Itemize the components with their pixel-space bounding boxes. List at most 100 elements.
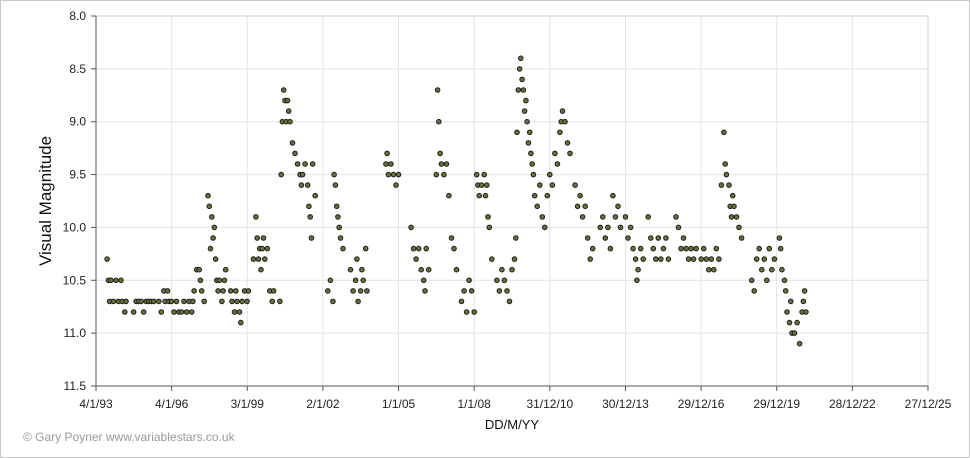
data-points (104, 55, 809, 347)
data-point (255, 256, 262, 262)
data-point (352, 277, 359, 284)
data-point (587, 256, 594, 262)
data-point (567, 150, 573, 157)
x-tick-label: 4/1/93 (79, 397, 113, 411)
data-point (788, 298, 794, 305)
data-point (108, 277, 114, 284)
x-tick-label: 1/1/08 (457, 397, 491, 411)
data-point (496, 288, 503, 294)
data-point (463, 309, 470, 315)
data-point (801, 288, 808, 294)
data-point (233, 288, 239, 294)
data-point (665, 256, 672, 262)
data-point (113, 277, 119, 284)
data-point (422, 288, 428, 294)
data-point (718, 182, 725, 188)
data-point (645, 214, 652, 220)
data-point (610, 192, 616, 199)
data-point (209, 214, 215, 220)
data-point (264, 245, 271, 252)
data-point (207, 245, 214, 252)
data-point (627, 224, 634, 231)
data-point (239, 298, 245, 305)
data-point (393, 182, 399, 188)
data-point (312, 192, 319, 199)
data-point (347, 266, 354, 273)
data-point (728, 214, 735, 220)
x-tick-label: 27/12/25 (905, 397, 952, 411)
data-point (784, 309, 790, 315)
data-point (716, 256, 722, 262)
data-point (220, 288, 226, 294)
data-point (211, 224, 218, 231)
data-point (722, 161, 729, 167)
data-point (138, 298, 144, 305)
data-point (683, 245, 689, 252)
data-point (206, 203, 213, 210)
y-axis-title: Visual Magnitude (36, 136, 55, 266)
data-point (559, 108, 566, 114)
data-point (359, 266, 365, 273)
data-point (277, 298, 283, 305)
data-point (733, 214, 740, 220)
x-tick-label: 3/1/99 (231, 397, 265, 411)
data-point (658, 256, 664, 262)
data-point (212, 256, 219, 262)
data-point (215, 288, 221, 294)
data-point (331, 171, 337, 178)
data-point (236, 309, 243, 315)
data-point (579, 214, 586, 220)
data-point (582, 203, 589, 210)
data-point (562, 118, 568, 125)
data-point (219, 298, 225, 305)
data-point (340, 245, 346, 252)
data-point (511, 256, 518, 262)
axis-ticks: 4/1/93 4/1/96 3/1/99 2/1/02 1/1/05 1/1/08 31/1… (63, 9, 952, 411)
data-point (357, 288, 364, 294)
data-point (438, 161, 445, 167)
data-point (229, 298, 235, 305)
data-point (528, 150, 534, 157)
data-point (250, 256, 257, 262)
data-point (476, 192, 483, 199)
data-point (284, 97, 291, 104)
data-point (776, 235, 783, 241)
data-point (630, 245, 636, 252)
data-point (433, 171, 440, 178)
data-point (526, 129, 533, 136)
data-point (183, 309, 190, 315)
data-point (753, 256, 760, 262)
y-tick-label: 9.0 (69, 115, 86, 129)
x-tick-label: 2/1/02 (306, 397, 340, 411)
data-point (434, 87, 441, 93)
data-point (632, 256, 639, 262)
data-point (188, 309, 195, 315)
data-point (437, 150, 443, 157)
data-point (327, 277, 334, 284)
data-point (278, 171, 285, 178)
data-point (306, 203, 312, 210)
data-point (523, 97, 529, 104)
data-point (482, 192, 489, 199)
data-point (751, 288, 758, 294)
data-point (552, 150, 558, 157)
data-point (726, 182, 732, 188)
data-point (158, 309, 165, 315)
data-point (384, 150, 390, 157)
data-point (140, 309, 147, 315)
data-point (451, 245, 457, 252)
y-tick-label: 8.0 (69, 9, 86, 23)
data-point (395, 171, 402, 178)
data-point (514, 129, 520, 136)
data-point (504, 288, 510, 294)
data-point (453, 266, 460, 273)
data-point (766, 245, 773, 252)
data-point (231, 309, 238, 315)
data-point (110, 298, 117, 305)
data-point (443, 161, 450, 167)
data-point (330, 298, 336, 305)
data-point (748, 277, 755, 284)
data-point (650, 245, 657, 252)
data-point (390, 171, 397, 178)
data-point (309, 161, 316, 167)
